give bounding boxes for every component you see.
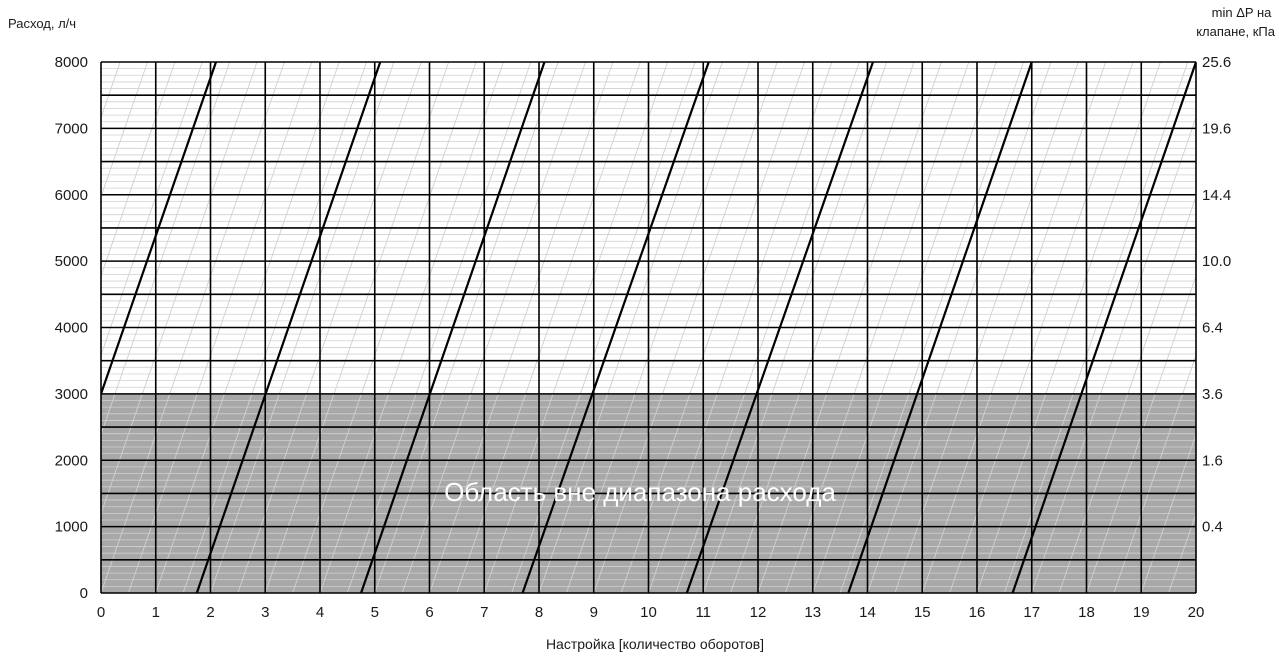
x-tick-label: 12: [750, 604, 767, 621]
y-axis-title-right: min ΔP на клапане, кПа: [1196, 5, 1276, 39]
y-tick-label-right: 14.4: [1202, 187, 1231, 204]
series-label: 40 кПа: [0, 0, 24, 4]
x-tick-label: 7: [480, 604, 488, 621]
x-tick-label: 16: [969, 604, 986, 621]
minor-grid-diagonal: [1140, 433, 1196, 593]
x-tick-label: 19: [1133, 604, 1150, 621]
x-tick-label: 1: [152, 604, 160, 621]
series-label: 20 кПа: [0, 0, 24, 4]
series-label: 50 кПа: [0, 0, 24, 4]
x-tick-label: 11: [695, 604, 711, 621]
x-tick-label: 15: [914, 604, 931, 621]
x-tick-label: 6: [425, 604, 433, 621]
y-tick-label-left: 5000: [55, 253, 88, 270]
minor-grid-diagonal: [101, 62, 176, 278]
label-layer: 20 кПа30 кПа40 кПа50 кПа60 кПа70 кПа80 к…: [0, 0, 24, 4]
series-line: [101, 62, 218, 395]
minor-grid-diagonal: [1113, 353, 1196, 593]
major-grid-layer: [100, 61, 1197, 594]
y-axis-title-right-line-1: min ΔP на: [1212, 5, 1272, 20]
x-tick-label: 8: [535, 604, 543, 621]
y-tick-label-left: 2000: [55, 452, 88, 469]
x-tick-label: 13: [804, 604, 821, 621]
y-tick-label-left: 7000: [55, 120, 88, 137]
x-tick-label: 3: [261, 604, 269, 621]
series-line: [195, 62, 382, 593]
x-tick-label: 0: [97, 604, 105, 621]
series-label: 30 кПа: [0, 0, 24, 4]
y-tick-label-right: 19.6: [1202, 120, 1231, 137]
series-line: [521, 62, 710, 593]
y-tick-label-right: 1.6: [1202, 452, 1223, 469]
y-tick-label-right: 6.4: [1202, 320, 1223, 337]
series-label: 60 кПа: [0, 0, 24, 4]
series-label: 70 кПа: [0, 0, 24, 4]
series-layer: [101, 62, 1196, 593]
y-tick-label-left: 8000: [55, 54, 88, 71]
series-line: [847, 62, 1033, 593]
shaded-region-label: Область вне диапазона расхода: [444, 477, 836, 507]
x-tick-label: 9: [590, 604, 598, 621]
y-tick-label-right: 3.6: [1202, 386, 1223, 403]
x-tick-label: 18: [1078, 604, 1095, 621]
series-line: [360, 62, 546, 593]
y-tick-label-right: 0.4: [1202, 519, 1223, 536]
y-tick-label-right: 25.6: [1202, 54, 1231, 71]
x-axis-title: Настройка [количество оборотов]: [546, 636, 764, 652]
axis-layer: 0 1 2 3 4 5 6 7 8 9 10 11 12 13 14 15 16 17 18 19 2001000200…: [55, 54, 1232, 621]
y-tick-label-right: 10.0: [1202, 253, 1231, 270]
series-label: 80 кПа: [0, 0, 24, 4]
series-line: [685, 62, 875, 593]
series-line: [1011, 62, 1196, 593]
x-tick-label: 17: [1023, 604, 1040, 621]
x-tick-label: 14: [859, 604, 876, 621]
y-tick-label-left: 0: [80, 585, 88, 602]
y-tick-label-left: 4000: [55, 320, 88, 337]
x-tick-label: 20: [1188, 604, 1205, 621]
y-tick-label-left: 6000: [55, 187, 88, 204]
y-axis-title-left: Расход, л/ч: [8, 16, 76, 31]
y-tick-label-left: 1000: [55, 519, 88, 536]
minor-grid-diagonal: [101, 62, 148, 199]
x-tick-label: 4: [316, 604, 324, 621]
y-axis-title-right-line-2: клапане, кПа: [1196, 24, 1276, 39]
x-tick-label: 10: [640, 604, 657, 621]
x-tick-label: 5: [371, 604, 379, 621]
x-tick-label: 2: [206, 604, 214, 621]
y-tick-label-left: 3000: [55, 386, 88, 403]
